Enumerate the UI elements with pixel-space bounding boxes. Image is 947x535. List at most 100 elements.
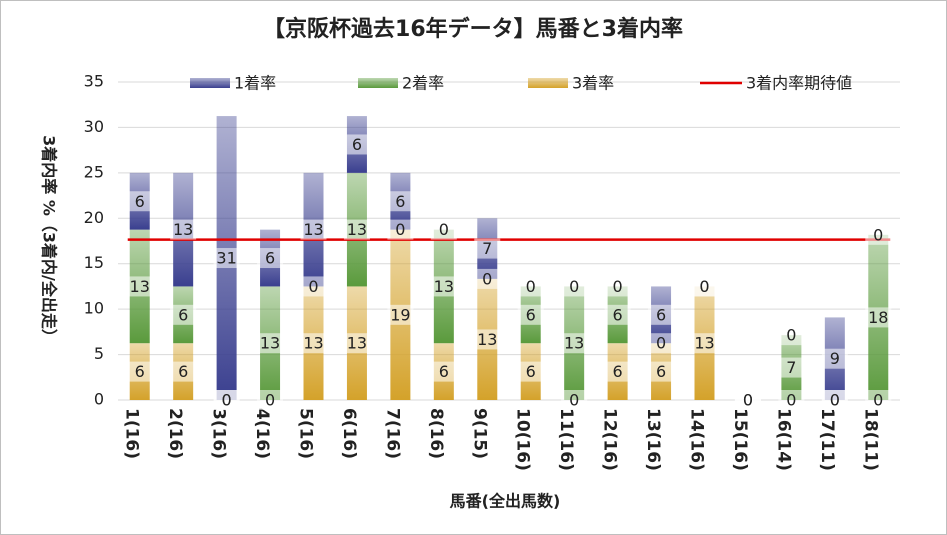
x-tick-label: 1(16) (122, 408, 142, 459)
data-label-bg (300, 333, 327, 354)
data-label: 0 (395, 220, 405, 239)
data-label-bg (430, 276, 457, 297)
x-tick-label: 13(16) (643, 408, 663, 471)
data-label-bg (517, 304, 544, 325)
data-label-bg (778, 357, 805, 378)
y-tick-label: 15 (84, 253, 104, 272)
chart-title: 【京阪杯過去16年データ】馬番と3着内率 (263, 16, 683, 42)
data-label-bg (517, 361, 544, 382)
x-tick-label: 5(16) (296, 408, 316, 459)
data-label: 6 (526, 362, 536, 381)
data-label: 31 (216, 249, 236, 268)
data-label: 0 (526, 277, 536, 296)
data-label-bg (865, 307, 892, 328)
x-tick-label: 16(14) (773, 408, 793, 471)
data-label-bg (257, 333, 284, 354)
data-label: 13 (173, 220, 193, 239)
data-label: 19 (390, 305, 410, 324)
x-tick-label: 7(16) (382, 408, 402, 459)
data-label-bg (561, 276, 588, 297)
data-label-bg (300, 276, 327, 297)
data-label-bg (604, 304, 631, 325)
data-label-bg (648, 333, 675, 354)
data-label-bg (474, 238, 501, 259)
data-label-bg (213, 248, 240, 269)
data-label-bg (821, 390, 848, 410)
x-tick-label: 15(16) (730, 408, 750, 471)
data-label: 0 (613, 277, 623, 296)
data-label-bg (691, 333, 718, 354)
data-label-bg (561, 333, 588, 354)
data-label: 7 (482, 239, 492, 258)
x-tick-label: 11(16) (556, 408, 576, 471)
x-tick-label: 3(16) (209, 408, 229, 459)
x-tick-label: 18(11) (860, 408, 880, 471)
data-label: 0 (265, 391, 275, 410)
data-label-bg (648, 361, 675, 382)
data-label-bg (561, 390, 588, 410)
legend-label: 3着率 (572, 74, 614, 93)
data-label: 6 (656, 362, 666, 381)
data-label: 0 (743, 391, 753, 410)
data-label: 7 (786, 358, 796, 377)
y-tick-label: 30 (84, 117, 104, 136)
data-label-bg (865, 390, 892, 410)
data-label: 6 (135, 362, 145, 381)
data-label: 13 (694, 334, 714, 353)
data-label: 6 (265, 249, 275, 268)
data-label: 0 (439, 220, 449, 239)
data-label: 0 (873, 225, 883, 244)
data-label: 13 (477, 330, 497, 349)
data-label-bg (343, 333, 370, 354)
data-label-bg (170, 219, 197, 240)
y-tick-label: 5 (94, 344, 104, 363)
data-label: 0 (786, 391, 796, 410)
legend-swatch (528, 78, 568, 88)
data-label-bg (170, 361, 197, 382)
data-label: 13 (130, 277, 150, 296)
data-label-bg (387, 304, 414, 325)
data-label-bg (126, 276, 153, 297)
data-label-bg (170, 304, 197, 325)
y-tick-label: 25 (84, 162, 104, 181)
x-tick-label: 4(16) (252, 408, 272, 459)
data-label: 6 (439, 362, 449, 381)
x-tick-label: 12(16) (600, 408, 620, 471)
data-label: 0 (569, 277, 579, 296)
data-label-bg (257, 248, 284, 269)
data-label: 0 (656, 334, 666, 353)
data-label-bg (430, 219, 457, 240)
data-label: 13 (347, 334, 367, 353)
x-tick-label: 9(15) (469, 408, 489, 459)
data-label-bg (734, 390, 761, 410)
data-label: 13 (260, 334, 280, 353)
data-label-bg (126, 191, 153, 212)
data-label: 0 (873, 391, 883, 410)
data-label-bg (691, 276, 718, 297)
data-label: 18 (868, 308, 888, 327)
data-label: 0 (222, 391, 232, 410)
data-label-bg (343, 219, 370, 240)
data-label: 9 (830, 349, 840, 368)
data-label-bg (604, 361, 631, 382)
data-label-bg (778, 325, 805, 346)
x-tick-label: 10(16) (513, 408, 533, 471)
legend-swatch (190, 78, 230, 88)
data-label-bg (430, 361, 457, 382)
data-label: 13 (303, 334, 323, 353)
data-label-bg (821, 348, 848, 369)
y-axis-label: 3着内率 %（3着内/全出走） (40, 135, 59, 345)
data-label: 6 (656, 305, 666, 324)
data-label: 13 (303, 220, 323, 239)
data-label: 13 (564, 334, 584, 353)
data-label-bg (387, 191, 414, 212)
data-label: 6 (613, 305, 623, 324)
data-label-bg (257, 390, 284, 410)
data-label-bg (300, 219, 327, 240)
data-label-bg (474, 268, 501, 289)
data-label: 6 (526, 305, 536, 324)
data-label: 6 (178, 362, 188, 381)
data-label: 0 (699, 277, 709, 296)
